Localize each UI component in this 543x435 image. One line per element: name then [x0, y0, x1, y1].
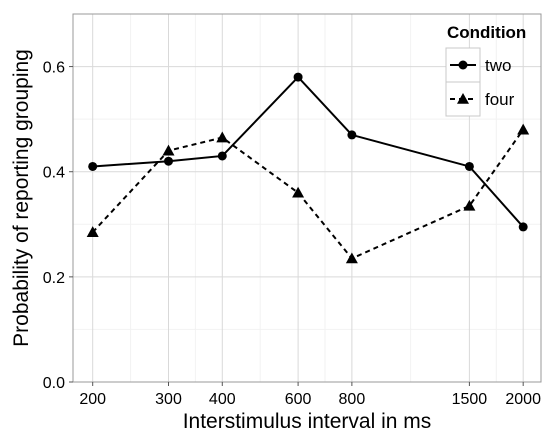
- series-line-four: [91, 129, 524, 260]
- legend-key-marker: [457, 93, 469, 104]
- series-point-two: [293, 72, 303, 82]
- series-point-two: [347, 130, 357, 140]
- series-point-four: [463, 199, 476, 211]
- legend-key-marker: [458, 60, 468, 70]
- series-point-two: [217, 151, 227, 161]
- x-tick-label: 600: [285, 391, 312, 408]
- series-point-four: [517, 123, 530, 135]
- x-tick-label: 1500: [452, 391, 488, 408]
- series-point-two: [464, 161, 474, 171]
- x-tick-label: 300: [155, 391, 182, 408]
- x-tick-label: 800: [339, 391, 366, 408]
- series-point-four: [292, 186, 305, 198]
- series-point-two: [518, 222, 528, 232]
- y-axis-label: Probability of reporting grouping: [10, 49, 33, 347]
- y-tick-label: 0.0: [43, 375, 65, 392]
- series-point-four: [162, 144, 175, 156]
- series-point-four: [86, 226, 99, 237]
- x-tick-label: 2000: [505, 391, 541, 408]
- legend: Condition two four: [445, 23, 526, 117]
- y-tick-label: 0.6: [43, 60, 65, 77]
- series-point-four: [345, 252, 358, 264]
- x-tick-label: 400: [209, 391, 236, 408]
- axis-layer: 0.0 0.2 0.4 0.6 200 300 400 600 800 1500 2000 Inter…: [10, 49, 541, 433]
- legend-title: Condition: [447, 23, 526, 42]
- series-point-two: [88, 161, 98, 171]
- legend-item-two: two: [445, 47, 511, 83]
- legend-label: four: [485, 90, 515, 109]
- legend-label: two: [485, 56, 511, 75]
- plot-panel: [72, 13, 542, 383]
- y-tick-label: 0.2: [43, 270, 65, 287]
- series-layer: [86, 72, 530, 264]
- legend-item-four: four: [445, 81, 515, 117]
- series-point-four: [216, 131, 229, 143]
- x-tick-label: 200: [79, 391, 106, 408]
- y-tick-label: 0.4: [43, 165, 65, 182]
- plot-border: [72, 13, 542, 383]
- x-axis-label: Interstimulus interval in ms: [183, 410, 432, 433]
- series-point-two: [164, 156, 174, 166]
